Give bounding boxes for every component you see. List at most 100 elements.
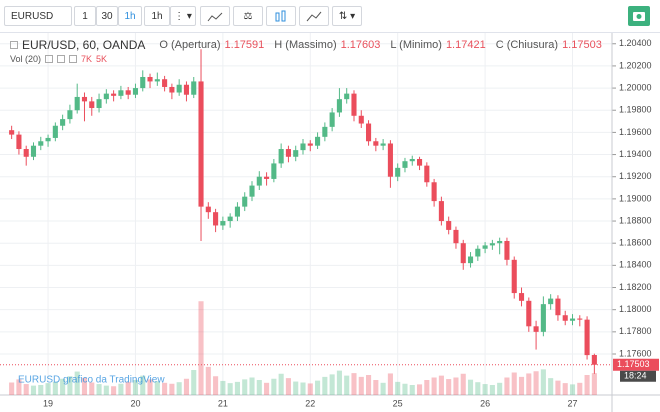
volume-bar [497, 382, 503, 395]
legend-label: H (Massimo) [274, 39, 337, 51]
snapshot-button[interactable] [628, 6, 650, 26]
plot-background [0, 33, 612, 395]
candle-body [533, 326, 539, 332]
volume-bar [81, 377, 88, 395]
toolbar: EURUSD 1 30 1h 1h ⋮ ▾ ⚖ ⇅ ▾ [0, 0, 660, 33]
candle-body [147, 76, 153, 82]
volume-bar [380, 382, 386, 395]
drawing-button[interactable] [299, 6, 329, 26]
interval-button[interactable]: 30 [96, 6, 118, 26]
volume-bar [9, 382, 15, 395]
volume-bar [387, 373, 393, 395]
volume-bar [562, 383, 568, 395]
template-button[interactable]: ⇅ ▾ [332, 6, 362, 26]
candle-body [322, 126, 328, 137]
candle-body [154, 79, 160, 82]
volume-bar [249, 377, 255, 395]
volume-bar [416, 384, 423, 395]
volume-bar [154, 381, 160, 395]
compare-button[interactable]: ⚖ [233, 6, 263, 26]
candle-body [16, 134, 22, 150]
chart-type-button[interactable] [266, 6, 296, 26]
candle-body [205, 206, 211, 213]
candle-body [256, 176, 262, 186]
candle-body [111, 93, 117, 96]
volume-bar [162, 382, 168, 395]
eye-icon[interactable] [45, 55, 54, 63]
chart-title: EUR/USD, 60, OANDA [22, 38, 146, 52]
legend-label: L (Minimo) [390, 39, 442, 51]
volume-bar [278, 373, 284, 395]
interval-button[interactable]: 1h [144, 6, 170, 26]
candle-body [409, 158, 415, 162]
candle-body [591, 355, 597, 365]
candle-body [74, 96, 80, 111]
volume-bar [366, 375, 372, 395]
volume-bar [213, 376, 219, 395]
x-tick-label: 25 [393, 398, 403, 408]
candle-body [169, 86, 175, 93]
candle-body [103, 93, 109, 100]
candle-body [315, 136, 321, 146]
volume-bar [205, 366, 211, 395]
volume-bar [118, 383, 124, 395]
legend-label: C (Chiusura) [495, 39, 559, 51]
volume-bar [307, 383, 313, 395]
volume-bar [147, 379, 153, 395]
candle-body [504, 240, 510, 260]
volume-bar [460, 373, 466, 395]
icon [207, 12, 223, 22]
volume-bar [482, 384, 488, 395]
legend-value: 1.17591 [224, 39, 265, 51]
candle-body [569, 318, 576, 321]
volume-bar [293, 381, 299, 395]
ohlc-legend: EUR/USD, 60, OANDA O (Apertura) 1.17591 H … [10, 38, 608, 52]
close-icon[interactable] [69, 55, 78, 63]
candle-body [183, 84, 190, 95]
volume-bar [176, 382, 182, 395]
candle-body [395, 167, 401, 177]
volume-bar [30, 385, 37, 395]
indicator-button[interactable] [200, 6, 230, 26]
legend-label: O (Apertura) [159, 39, 221, 51]
candle-body [191, 81, 197, 95]
price-tag [613, 358, 659, 371]
volume-bar [431, 377, 437, 395]
settings-icon[interactable] [57, 55, 66, 63]
candle-body [140, 76, 146, 89]
volume-bar [358, 376, 364, 395]
interval-dropdown[interactable]: ⋮ ▾ [170, 6, 196, 26]
candle-body [475, 248, 481, 257]
volume-bar [23, 384, 29, 395]
volume-bar [569, 384, 576, 395]
y-tick-label: 1.20200 [619, 60, 652, 70]
volume-bar [438, 375, 444, 395]
candle-body [162, 79, 168, 87]
y-tick-label: 1.18200 [619, 282, 652, 292]
candle-body [60, 119, 66, 126]
candle-body [329, 112, 335, 127]
candle-body [460, 243, 466, 264]
y-tick-label: 1.19600 [619, 127, 652, 137]
candle-body [555, 298, 561, 316]
volume-bar [446, 379, 452, 395]
candle-body [584, 319, 590, 356]
volume-bar [60, 378, 66, 395]
candle-body [336, 99, 342, 113]
candle-body [438, 201, 444, 222]
icon [633, 12, 645, 21]
symbol-input[interactable]: EURUSD [4, 6, 72, 26]
interval-button[interactable]: 1h [118, 6, 142, 26]
volume-label: Vol (20) [10, 54, 42, 64]
candle-body [562, 315, 568, 321]
volume-bar [409, 385, 415, 395]
volume-bar [336, 370, 342, 395]
candle-body [482, 245, 488, 249]
volume-bar [577, 382, 583, 395]
candle-body [285, 149, 291, 157]
collapse-icon[interactable] [10, 41, 18, 49]
x-tick-label: 21 [218, 398, 228, 408]
interval-button[interactable]: 1 [74, 6, 96, 26]
volume-bar [511, 372, 517, 395]
candle-body [300, 143, 306, 151]
